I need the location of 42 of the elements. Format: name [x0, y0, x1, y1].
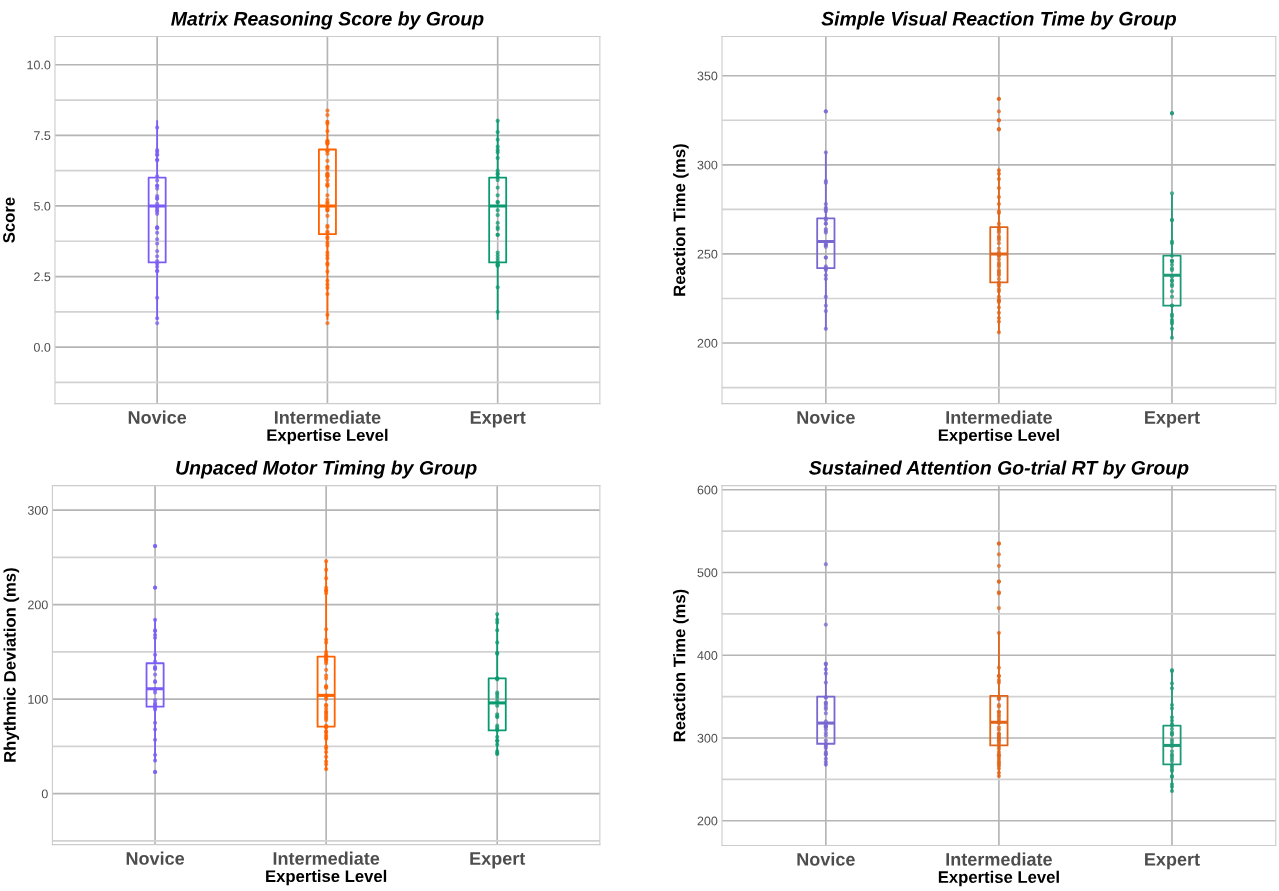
x-tick-label: Expert	[1145, 411, 1200, 428]
x-tick-label: Expert	[1145, 853, 1200, 870]
y-tick-label: 200	[28, 600, 48, 610]
x-axis-title: Expertise Level	[938, 428, 1059, 445]
y-axis-title: Rhythmic Deviation (ms)	[3, 568, 20, 762]
x-tick-label: Novice	[126, 851, 185, 865]
x-tick-label: Novice	[128, 410, 187, 424]
x-tick-label: Novice	[797, 852, 855, 866]
chart-title: Unpaced Motor Timing by Group	[176, 460, 477, 479]
x-tick-label: Expert	[470, 852, 526, 869]
y-tick-label: 400	[697, 651, 718, 660]
y-tick-label: 7.5	[34, 131, 51, 141]
y-tick-label: 100	[28, 694, 48, 704]
y-tick-label: 250	[697, 249, 718, 259]
y-tick-label: 200	[697, 816, 718, 826]
x-tick-label: Expert	[470, 411, 526, 428]
y-axis-title: Reaction Time (ms)	[673, 589, 689, 742]
y-tick-label: 300	[27, 505, 48, 515]
x-tick-label: Novice	[797, 410, 855, 424]
x-tick-label: Intermediate	[273, 851, 380, 865]
y-tick-label: 5.0	[33, 201, 51, 211]
chart-title: Matrix Reasoning Score by Group	[171, 11, 484, 30]
x-tick-label: Intermediate	[274, 410, 381, 424]
chart-title: Sustained Attention Go-trial RT by Group	[809, 460, 1189, 479]
y-tick-label: 2.5	[34, 272, 51, 282]
y-tick-label: 350	[697, 71, 718, 81]
y-tick-label: 300	[697, 160, 718, 170]
y-tick-label: 10.0	[27, 60, 51, 70]
y-axis-title: Reaction Time (ms)	[673, 144, 689, 296]
x-axis-title: Expertise Level	[267, 428, 388, 445]
y-tick-label: 0.0	[33, 342, 51, 352]
x-axis-title: Expertise Level	[938, 870, 1059, 887]
y-tick-label: 300	[697, 733, 718, 743]
x-tick-label: Intermediate	[946, 852, 1052, 866]
x-axis-title: Expertise Level	[266, 869, 387, 886]
y-tick-label: 200	[697, 338, 718, 348]
y-tick-label: 600	[697, 485, 718, 495]
y-tick-label: 0	[41, 789, 48, 799]
chart-title: Simple Visual Reaction Time by Group	[821, 11, 1177, 30]
y-axis-title: Score	[3, 197, 15, 243]
x-tick-label: Intermediate	[946, 410, 1052, 424]
y-tick-label: 500	[697, 568, 718, 578]
